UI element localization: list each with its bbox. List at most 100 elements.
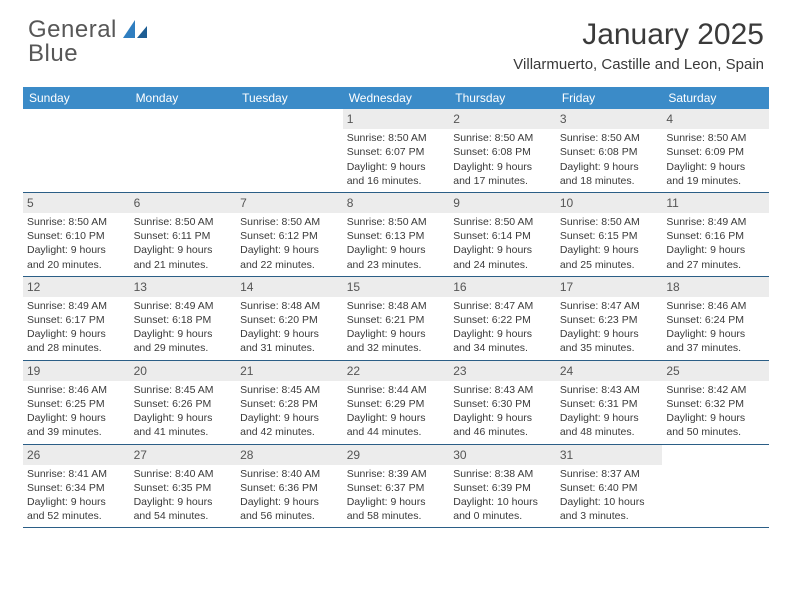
sunset-line: Sunset: 6:07 PM [347,146,425,158]
sunrise-line: Sunrise: 8:41 AM [27,468,107,480]
day-body: Sunrise: 8:38 AMSunset: 6:39 PMDaylight:… [449,465,556,528]
sunrise-line: Sunrise: 8:50 AM [453,216,533,228]
weekday-header: Tuesday [236,87,343,109]
weekday-header: Sunday [23,87,130,109]
sunset-line: Sunset: 6:40 PM [560,482,638,494]
day-number: 24 [556,361,663,381]
day-number: 14 [236,277,343,297]
weekday-header: Thursday [449,87,556,109]
calendar-day-cell: 11Sunrise: 8:49 AMSunset: 6:16 PMDayligh… [662,192,769,276]
day-number: 17 [556,277,663,297]
sunrise-line: Sunrise: 8:50 AM [347,216,427,228]
daylight-line: Daylight: 9 hours and 44 minutes. [347,412,426,438]
daylight-line: Daylight: 9 hours and 17 minutes. [453,161,532,187]
day-body: Sunrise: 8:40 AMSunset: 6:36 PMDaylight:… [236,465,343,528]
calendar-day-cell: 2Sunrise: 8:50 AMSunset: 6:08 PMDaylight… [449,109,556,192]
sunrise-line: Sunrise: 8:50 AM [240,216,320,228]
daylight-line: Daylight: 9 hours and 35 minutes. [560,328,639,354]
header: General Blue January 2025 Villarmuerto, … [0,0,792,77]
empty-body [662,464,769,524]
weekday-header: Friday [556,87,663,109]
day-body: Sunrise: 8:47 AMSunset: 6:23 PMDaylight:… [556,297,663,360]
sunset-line: Sunset: 6:34 PM [27,482,105,494]
sunset-line: Sunset: 6:32 PM [666,398,744,410]
sunset-line: Sunset: 6:24 PM [666,314,744,326]
daylight-line: Daylight: 9 hours and 20 minutes. [27,244,106,270]
day-number: 1 [343,109,450,129]
calendar-day-cell: 1Sunrise: 8:50 AMSunset: 6:07 PMDaylight… [343,109,450,192]
sunset-line: Sunset: 6:14 PM [453,230,531,242]
calendar-day-cell: 19Sunrise: 8:46 AMSunset: 6:25 PMDayligh… [23,360,130,444]
calendar-day-cell [236,109,343,192]
empty-day [23,109,130,128]
sunrise-line: Sunrise: 8:40 AM [240,468,320,480]
sunrise-line: Sunrise: 8:46 AM [27,384,107,396]
calendar-day-cell [23,109,130,192]
day-body: Sunrise: 8:50 AMSunset: 6:07 PMDaylight:… [343,129,450,192]
daylight-line: Daylight: 9 hours and 37 minutes. [666,328,745,354]
day-body: Sunrise: 8:50 AMSunset: 6:08 PMDaylight:… [449,129,556,192]
calendar-day-cell: 20Sunrise: 8:45 AMSunset: 6:26 PMDayligh… [130,360,237,444]
calendar-day-cell: 15 Sunrise: 8:48 AM Sunset: 6:21 PM Dayligh… [343,276,450,360]
calendar-day-cell: 31Sunrise: 8:37 AMSunset: 6:40 PMDayligh… [556,444,663,528]
empty-day [662,445,769,464]
calendar-day-cell: 29Sunrise: 8:39 AMSunset: 6:37 PMDayligh… [343,444,450,528]
weekday-header-row: SundayMondayTuesdayWednesdayThursdayFrid… [23,87,769,109]
day-number: 22 [343,361,450,381]
weekday-header: Saturday [662,87,769,109]
calendar-day-cell: 30Sunrise: 8:38 AMSunset: 6:39 PMDayligh… [449,444,556,528]
day-body: Sunrise: 8:50 AMSunset: 6:11 PMDaylight:… [130,213,237,276]
sunrise-line: Sunrise: 8:50 AM [560,216,640,228]
day-body: Sunrise: 8:37 AMSunset: 6:40 PMDaylight:… [556,465,663,528]
calendar-day-cell: 4Sunrise: 8:50 AMSunset: 6:09 PMDaylight… [662,109,769,192]
sunset-line: Sunset: 6:16 PM [666,230,744,242]
day-body: Sunrise: 8:49 AMSunset: 6:16 PMDaylight:… [662,213,769,276]
calendar-day-cell: 27Sunrise: 8:40 AMSunset: 6:35 PMDayligh… [130,444,237,528]
daylight-line: Daylight: 9 hours and 19 minutes. [666,161,745,187]
day-number: 23 [449,361,556,381]
sunrise-line: Sunrise: 8:50 AM [134,216,214,228]
logo-text-wrap: General Blue [28,18,117,66]
calendar-day-cell [662,444,769,528]
day-number: 5 [23,193,130,213]
daylight-line: Daylight: 9 hours and 29 minutes. [134,328,213,354]
sunrise-line: Sunrise: 8:50 AM [666,132,746,144]
sunrise-line: Sunrise: 8:39 AM [347,468,427,480]
calendar-day-cell: 6Sunrise: 8:50 AMSunset: 6:11 PMDaylight… [130,192,237,276]
sunset-line: Sunset: 6:29 PM [347,398,425,410]
day-number: 16 [449,277,556,297]
sunset-line: Sunset: 6:22 PM [453,314,531,326]
sunrise-line: Sunrise: 8:48 AM [347,300,427,312]
daylight-line: Daylight: 9 hours and 32 minutes. [347,328,426,354]
daylight-line: Daylight: 9 hours and 48 minutes. [560,412,639,438]
daylight-line: Daylight: 10 hours and 3 minutes. [560,496,645,522]
calendar-week-row: 5Sunrise: 8:50 AMSunset: 6:10 PMDaylight… [23,192,769,276]
day-number: 30 [449,445,556,465]
sunrise-line: Sunrise: 8:44 AM [347,384,427,396]
daylight-line: Daylight: 9 hours and 16 minutes. [347,161,426,187]
daylight-line: Daylight: 9 hours and 52 minutes. [27,496,106,522]
day-number: 15 [343,277,450,297]
sunrise-line: Sunrise: 8:50 AM [560,132,640,144]
title-block: January 2025 Villarmuerto, Castille and … [513,18,764,73]
day-body: Sunrise: 8:49 AMSunset: 6:18 PMDaylight:… [130,297,237,360]
calendar-day-cell: 7Sunrise: 8:50 AMSunset: 6:12 PMDaylight… [236,192,343,276]
day-body: Sunrise: 8:45 AMSunset: 6:28 PMDaylight:… [236,381,343,444]
sunrise-line: Sunrise: 8:49 AM [666,216,746,228]
empty-body [236,128,343,188]
logo-sail-icon [119,18,149,42]
sunset-line: Sunset: 6:39 PM [453,482,531,494]
day-number: 29 [343,445,450,465]
sunset-line: Sunset: 6:37 PM [347,482,425,494]
day-body: Sunrise: 8:49 AMSunset: 6:17 PMDaylight:… [23,297,130,360]
sunset-line: Sunset: 6:23 PM [560,314,638,326]
day-number: 4 [662,109,769,129]
day-number: 3 [556,109,663,129]
empty-day [236,109,343,128]
sunset-line: Sunset: 6:20 PM [240,314,318,326]
sunrise-line: Sunrise: 8:48 AM [240,300,320,312]
day-number: 11 [662,193,769,213]
sunset-line: Sunset: 6:21 PM [347,314,425,326]
day-number: 28 [236,445,343,465]
calendar-day-cell: 3Sunrise: 8:50 AMSunset: 6:08 PMDaylight… [556,109,663,192]
